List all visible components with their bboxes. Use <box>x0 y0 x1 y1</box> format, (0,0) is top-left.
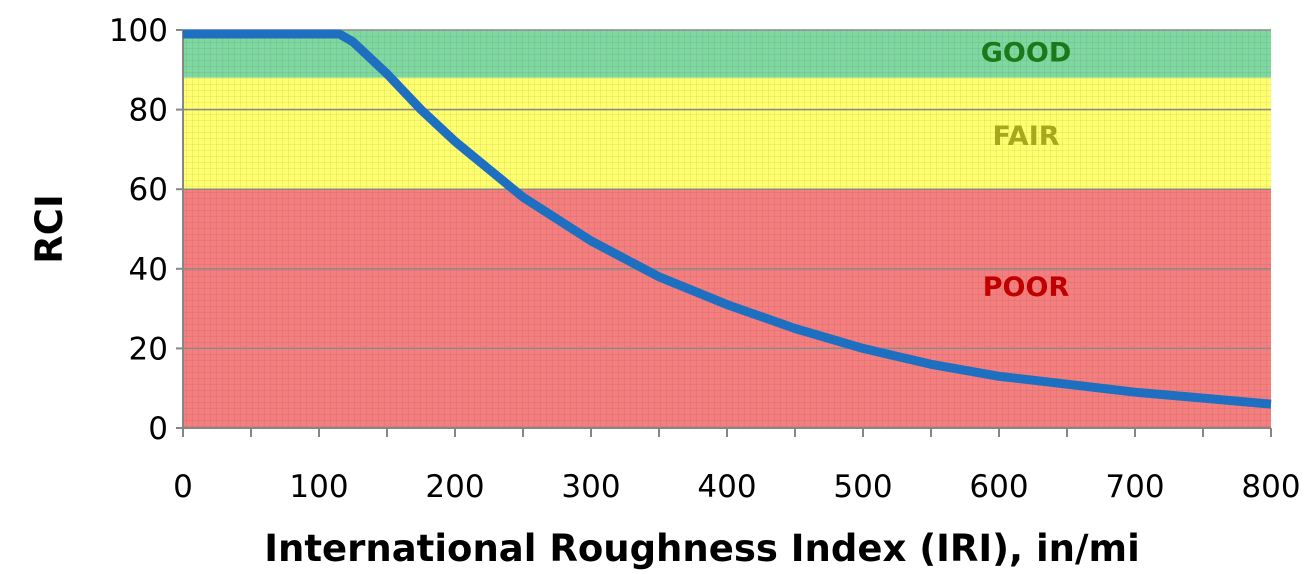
x-axis-title: International Roughness Index (IRI), in/… <box>264 527 1140 570</box>
tick-labels: 0 100 200 300 400 500 600 700 800 0 20 40 60 80 100 <box>109 13 1301 505</box>
y-tick-label: 60 <box>129 172 168 208</box>
series-layer <box>183 29 1272 409</box>
x-tick-label: 800 <box>1241 469 1300 505</box>
x-tick-label: 600 <box>969 469 1028 505</box>
gridlines <box>183 29 1271 350</box>
band-label-fair: FAIR <box>992 121 1059 152</box>
band-label-poor: POOR <box>983 272 1070 303</box>
y-tick-label: 0 <box>148 411 168 447</box>
x-tick-label: 100 <box>289 469 348 505</box>
band-labels: GOOD FAIR POOR <box>981 37 1071 303</box>
y-tick-label: 40 <box>129 252 168 288</box>
plot-texture <box>183 30 1271 428</box>
x-tick-label: 0 <box>173 469 193 505</box>
band-label-good: GOOD <box>981 37 1071 68</box>
y-tick-label: 20 <box>129 331 168 367</box>
x-tick-label: 500 <box>833 469 892 505</box>
axes <box>176 29 1272 437</box>
y-tick-label: 80 <box>129 93 168 129</box>
y-tick-label: 100 <box>109 13 168 49</box>
x-tick-label: 300 <box>561 469 620 505</box>
x-tick-label: 200 <box>425 469 484 505</box>
x-tick-label: 700 <box>1105 469 1164 505</box>
y-axis-title: RCI <box>28 194 71 263</box>
x-tick-label: 400 <box>697 469 756 505</box>
series-line <box>183 29 1272 409</box>
